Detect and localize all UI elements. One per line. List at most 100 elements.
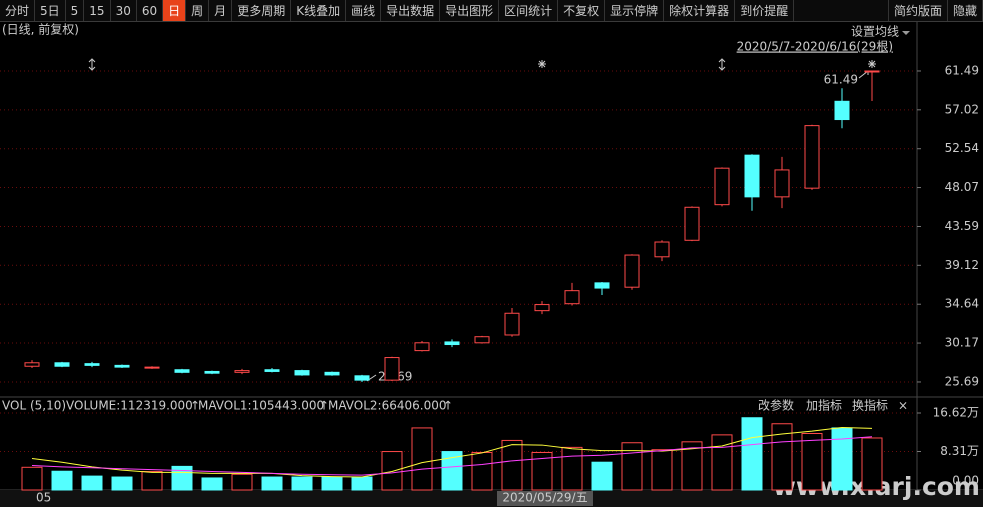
candle-body [354, 375, 370, 381]
toolbar-item[interactable]: 区间统计 [499, 0, 559, 21]
volume-bar [321, 476, 343, 491]
vol-indicator: VOL (5,10) [2, 399, 66, 413]
toolbar-item[interactable]: 隐藏 [948, 0, 983, 21]
y-tick-label: 43.59 [945, 219, 979, 233]
candle-body [444, 341, 460, 346]
background [0, 22, 983, 507]
candle-body [54, 362, 70, 367]
cursor-date: 2020/05/29/五 [502, 491, 587, 505]
volume-bar [561, 446, 583, 491]
candle-body [414, 342, 430, 352]
toolbar-item[interactable]: 日 [163, 0, 187, 21]
toolbar-item[interactable]: 显示停牌 [605, 0, 665, 21]
toolbar-item[interactable]: 60 [137, 0, 164, 21]
volume-bar [651, 449, 673, 491]
cursor-date-box [497, 491, 593, 506]
button[interactable]: 加指标 [806, 398, 842, 413]
candle-body [624, 254, 640, 288]
volume-bar [381, 451, 403, 491]
toolbar-item[interactable]: 月 [209, 0, 233, 21]
volume-bar [81, 475, 103, 491]
chart-title: (日线, 前复权) [2, 22, 79, 37]
volume-bar [501, 439, 523, 491]
volume-bar [51, 470, 73, 491]
y-tick-label: 25.69 [945, 374, 979, 388]
y-tick-label: 8.31万 [940, 444, 979, 458]
candle-body [474, 336, 490, 344]
vol-value: VOLUME:112319.000 [66, 399, 193, 413]
candle-body [714, 167, 730, 206]
y-tick-label: 52.54 [945, 141, 979, 155]
dropdown-icon [902, 31, 910, 35]
candle-body [174, 369, 190, 373]
volume-bar [711, 434, 733, 491]
volume-bar [411, 427, 433, 491]
candle-body [294, 370, 310, 376]
candle-body [114, 364, 130, 368]
y-tick-label: 48.07 [945, 180, 979, 194]
toolbar-item[interactable]: 不复权 [558, 0, 606, 21]
toolbar-item[interactable]: 导出图形 [440, 0, 500, 21]
candle-body [384, 357, 400, 381]
toolbar-item[interactable]: 5 [66, 0, 85, 21]
arrow-icon: ↑ [443, 399, 453, 413]
close-button[interactable]: × [898, 399, 908, 413]
toolbar-item[interactable]: K线叠加 [291, 0, 347, 21]
candle-body [684, 206, 700, 241]
toolbar-item[interactable]: 15 [84, 0, 111, 21]
volume-bar [531, 451, 553, 491]
toolbar-item[interactable]: 5日 [35, 0, 66, 21]
y-tick-label: 34.64 [945, 297, 979, 311]
volume-bar [471, 451, 493, 491]
chart: 设置均线 2020/5/7-2020/6/16(29根) (日线, 前复权) 6… [0, 22, 983, 507]
candle-body [834, 100, 850, 121]
toolbar-item[interactable]: 画线 [346, 0, 382, 21]
toolbar-item[interactable]: 分时 [0, 0, 36, 21]
volume-bar [141, 470, 163, 491]
volume-bar [351, 476, 373, 491]
mavol2-value: MAVOL2:66406.000 [328, 399, 447, 413]
toolbar-item[interactable]: 导出数据 [381, 0, 441, 21]
button[interactable]: 换指标 [852, 398, 888, 413]
toolbar-item[interactable]: 周 [186, 0, 210, 21]
button[interactable]: 改参数 [758, 398, 794, 413]
toolbar-item[interactable]: 到价提醒 [735, 0, 795, 21]
toolbar-item[interactable]: 30 [111, 0, 137, 21]
candle-body [504, 312, 520, 336]
y-tick-label: 61.49 [945, 63, 979, 77]
candle-body [144, 366, 160, 369]
volume-bar [831, 427, 853, 491]
volume-bar [741, 417, 763, 491]
y-tick-label: 30.17 [945, 336, 979, 350]
candle-body [594, 282, 610, 289]
candle-body [324, 371, 340, 376]
toolbar-item[interactable]: 除权计算器 [664, 0, 736, 21]
toolbar-item[interactable]: 更多周期 [232, 0, 292, 21]
ma-line [31, 426, 873, 478]
volume-bar [261, 476, 283, 491]
volume-bar [111, 476, 133, 491]
markers [88, 58, 876, 71]
volume-bar [771, 423, 793, 491]
y-tick-label: 39.12 [945, 258, 979, 272]
candle-body [774, 169, 790, 198]
max-label: 61.49 [824, 73, 858, 87]
volume-bar [201, 477, 223, 491]
candle-body [804, 125, 820, 189]
ma-settings-button[interactable]: 设置均线 [851, 25, 899, 39]
time-label: 05 [36, 491, 51, 505]
volume-bar [21, 466, 43, 491]
candle-body [204, 370, 220, 374]
y-tick-label: 0.00 [952, 474, 979, 488]
arrow-icon: ↑ [190, 399, 200, 413]
volume-bar [681, 441, 703, 491]
volume-bar [231, 473, 253, 491]
volume-bar [621, 442, 643, 491]
candle-body [864, 70, 880, 73]
toolbar-item[interactable]: 简约版面 [887, 0, 948, 21]
volume-bar [801, 432, 823, 491]
candle-body [564, 290, 580, 305]
toolbar: 分时 5日 5 15 30 60 日周月更多周期 K线叠加 画线 导出数据 导出图形 区间统计 不复权显… [0, 0, 983, 22]
arrow-icon: ↑ [319, 399, 329, 413]
